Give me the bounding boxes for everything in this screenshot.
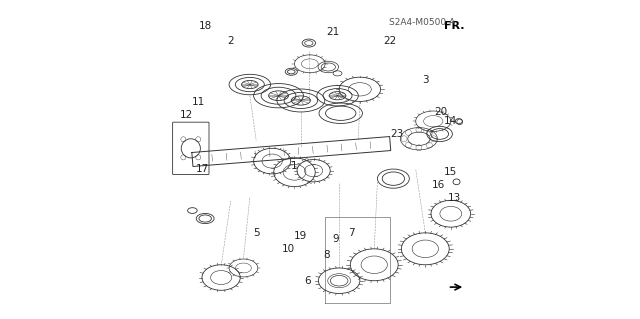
Text: 7: 7 [349, 228, 355, 238]
Text: 19: 19 [294, 231, 307, 241]
Text: 15: 15 [444, 167, 458, 177]
Text: 17: 17 [195, 164, 209, 174]
Text: 22: 22 [383, 36, 397, 47]
Text: 8: 8 [323, 250, 330, 260]
Text: 11: 11 [192, 97, 205, 107]
Text: 3: 3 [422, 75, 429, 85]
Text: 10: 10 [282, 244, 294, 254]
Text: 9: 9 [333, 234, 339, 244]
Text: 1: 1 [291, 161, 298, 171]
Text: 6: 6 [304, 276, 310, 286]
Text: S2A4-M0500 A: S2A4-M0500 A [389, 18, 455, 27]
Text: FR.: FR. [444, 20, 465, 31]
Text: 21: 21 [326, 27, 339, 37]
Text: 16: 16 [431, 180, 445, 190]
Text: 14: 14 [444, 116, 458, 126]
Text: 5: 5 [253, 228, 259, 238]
Text: 18: 18 [198, 20, 212, 31]
Text: 12: 12 [179, 110, 193, 120]
Text: 2: 2 [227, 36, 234, 47]
Text: 13: 13 [447, 193, 461, 203]
Text: 20: 20 [435, 107, 448, 117]
Text: 23: 23 [390, 129, 403, 139]
